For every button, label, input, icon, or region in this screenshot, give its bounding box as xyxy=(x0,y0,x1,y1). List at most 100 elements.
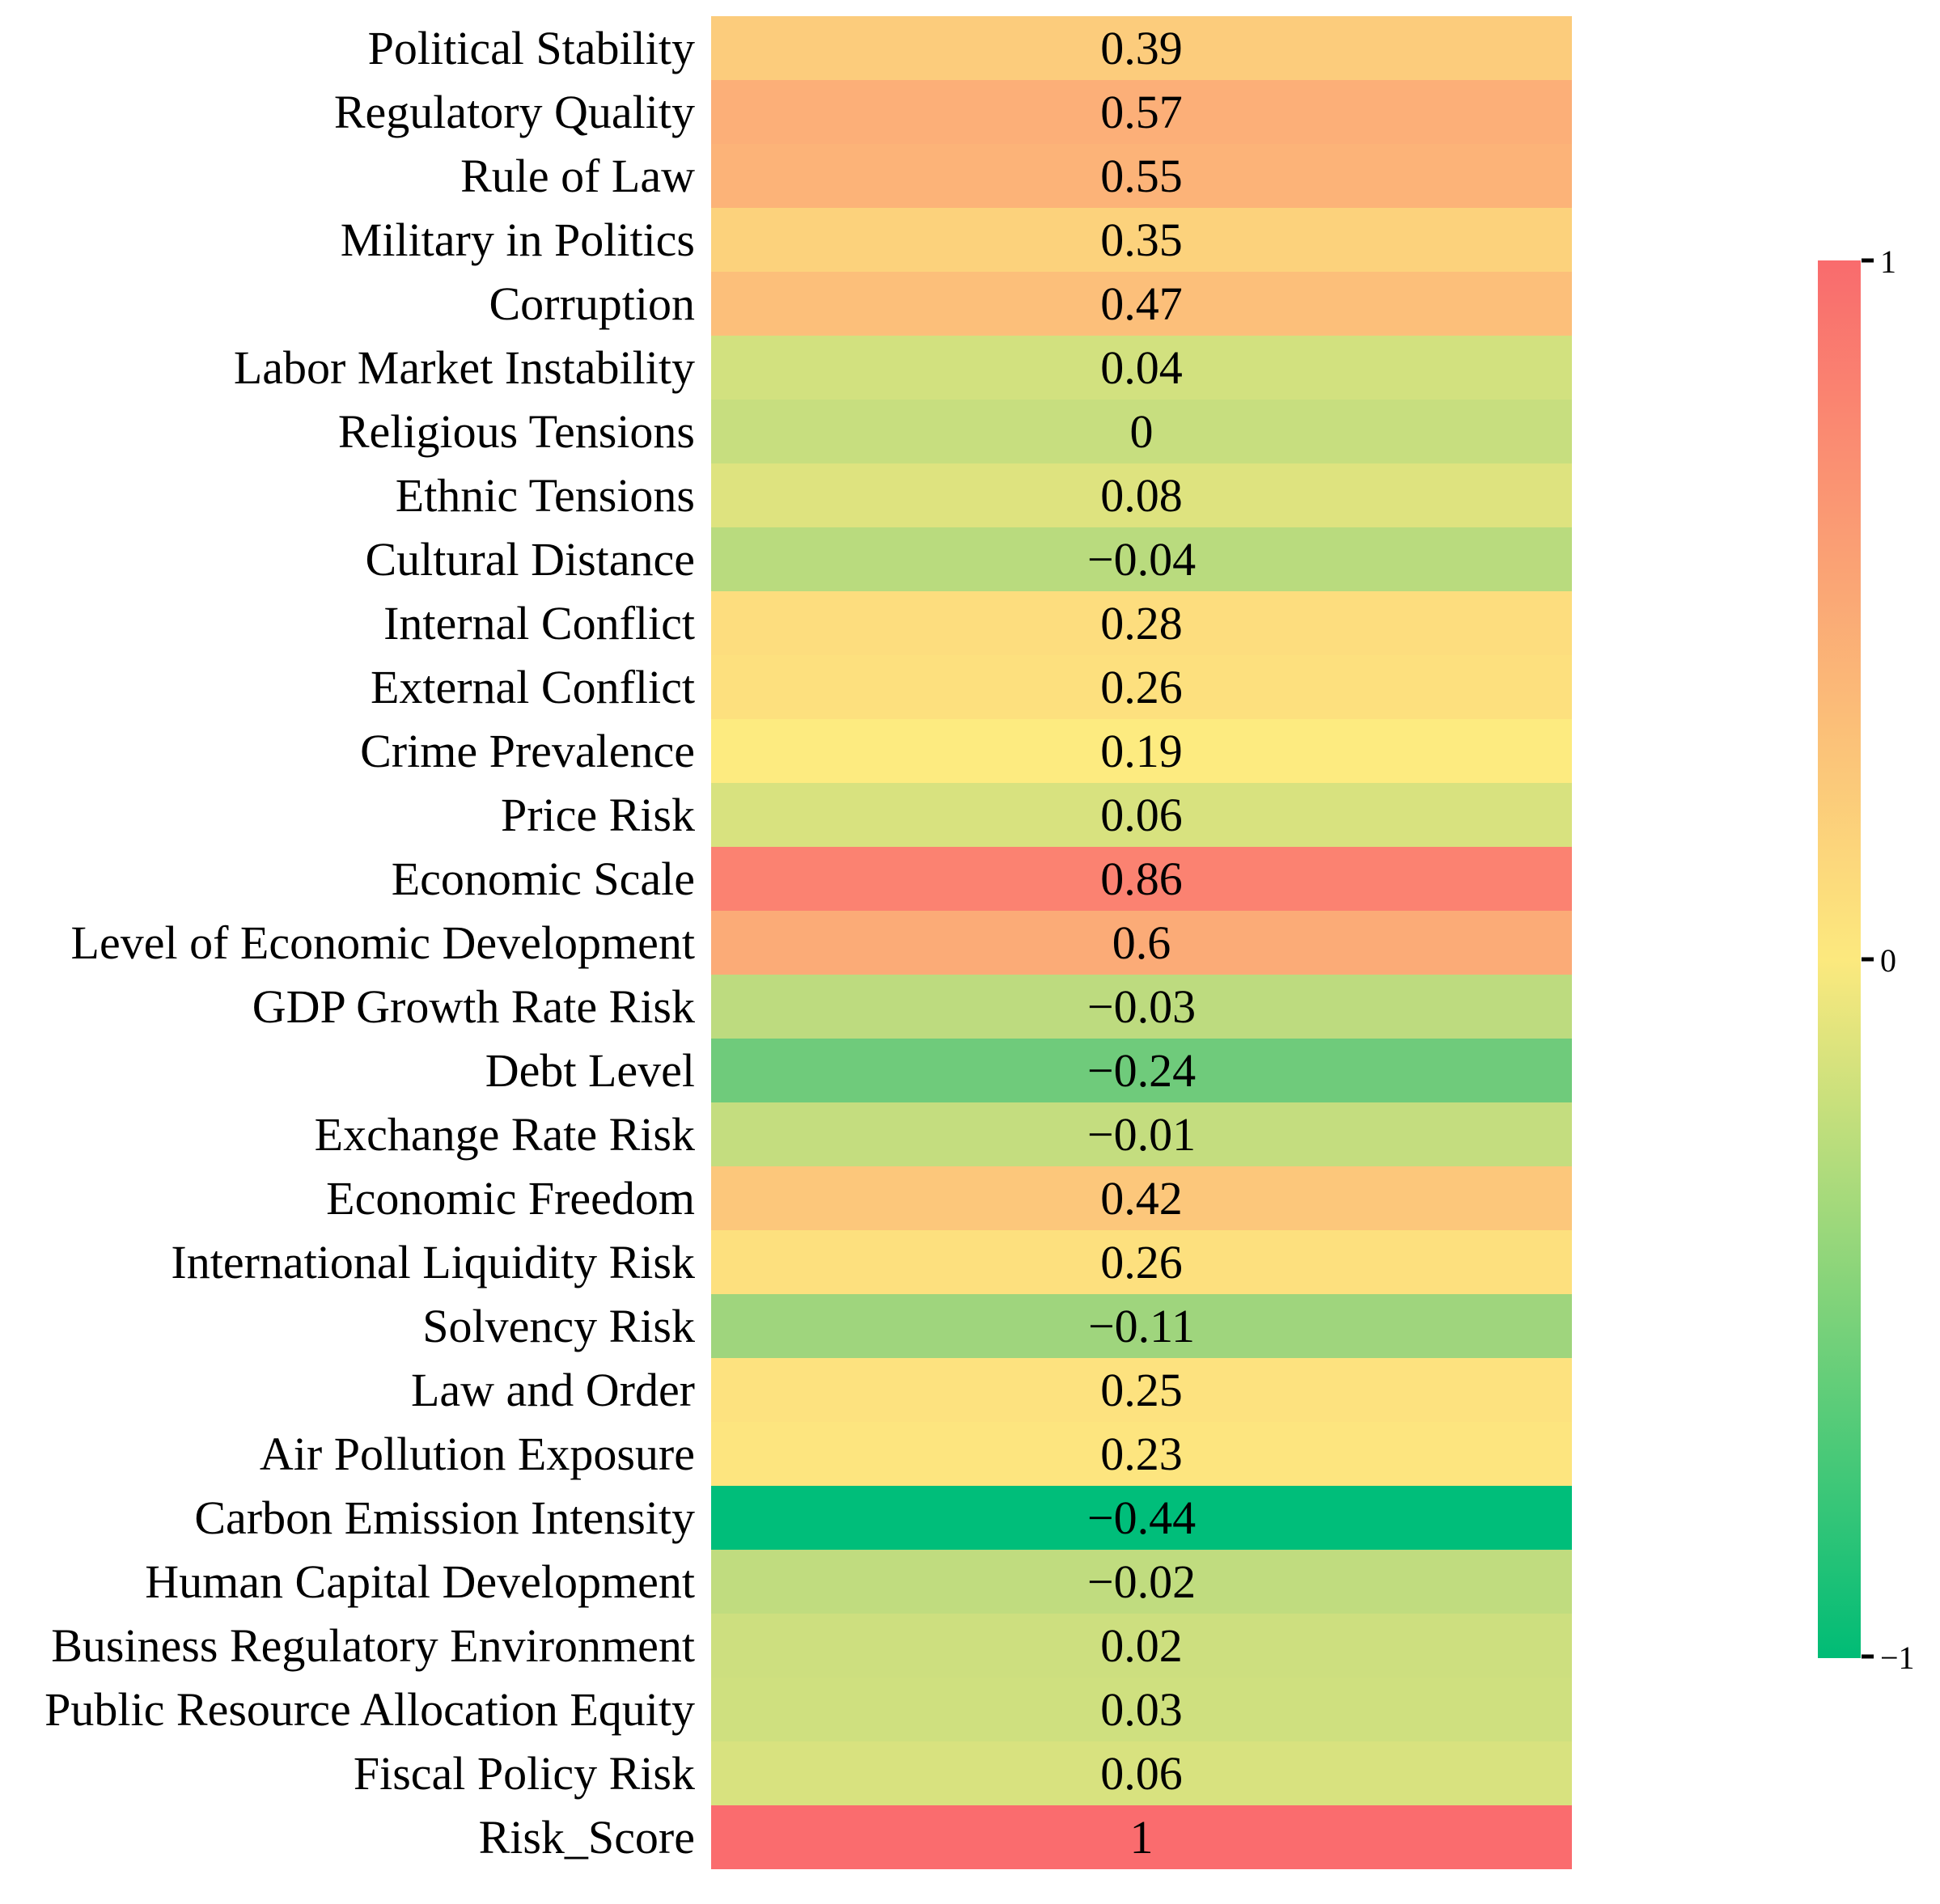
row-label: Regulatory Quality xyxy=(333,86,695,138)
heatmap-row: Business Regulatory Environment 0.02 xyxy=(0,1614,1572,1678)
heatmap-row: Solvency Risk −0.11 xyxy=(0,1294,1572,1358)
row-label: Air Pollution Exposure xyxy=(259,1428,695,1480)
heatmap-row: Military in Politics 0.35 xyxy=(0,208,1572,272)
heatmap-cell: 0.04 xyxy=(711,336,1572,400)
heatmap-row: External Conflict 0.26 xyxy=(0,655,1572,719)
heatmap-row: GDP Growth Rate Risk −0.03 xyxy=(0,975,1572,1039)
heatmap-cell: 0.6 xyxy=(711,911,1572,975)
heatmap-cell: 0.26 xyxy=(711,1230,1572,1294)
cell-value: 0.06 xyxy=(1100,789,1183,841)
heatmap-cell: 0.47 xyxy=(711,272,1572,336)
row-label: Religious Tensions xyxy=(337,405,695,458)
heatmap-cell: 0.39 xyxy=(711,16,1572,80)
heatmap-row: Ethnic Tensions 0.08 xyxy=(0,463,1572,527)
cell-value: 0.08 xyxy=(1100,469,1183,522)
cell-value: −0.03 xyxy=(1086,980,1197,1033)
heatmap-cell: 0.35 xyxy=(711,208,1572,272)
cell-value: 0.06 xyxy=(1100,1747,1183,1800)
row-label: Risk_Score xyxy=(478,1811,695,1864)
heatmap-row: Regulatory Quality 0.57 xyxy=(0,80,1572,144)
cell-value: −0.04 xyxy=(1086,533,1197,586)
heatmap-row: Air Pollution Exposure 0.23 xyxy=(0,1422,1572,1486)
row-label: Business Regulatory Environment xyxy=(51,1619,695,1672)
cell-value: 0.26 xyxy=(1100,1236,1183,1288)
heatmap-row: Price Risk 0.06 xyxy=(0,783,1572,847)
heatmap-cell: 0.57 xyxy=(711,80,1572,144)
heatmap-cell: 0.25 xyxy=(711,1358,1572,1422)
heatmap-row: Risk_Score 1 xyxy=(0,1805,1572,1869)
cell-value: 0.02 xyxy=(1100,1619,1183,1672)
heatmap-row: Human Capital Development −0.02 xyxy=(0,1550,1572,1614)
cell-value: 0.39 xyxy=(1100,22,1183,74)
heatmap-cell: −0.02 xyxy=(711,1550,1572,1614)
cell-value: 0.35 xyxy=(1100,214,1183,266)
heatmap-cell: 0.06 xyxy=(711,1741,1572,1805)
cell-value: 0.23 xyxy=(1100,1428,1183,1480)
cell-value: 0.04 xyxy=(1100,341,1183,394)
row-label: Rule of Law xyxy=(460,150,695,202)
heatmap-cell: 0.02 xyxy=(711,1614,1572,1678)
cell-value: 0.26 xyxy=(1100,661,1183,713)
cell-value: −0.44 xyxy=(1086,1491,1197,1544)
colorbar-tick-min xyxy=(1862,1654,1874,1659)
row-label: Public Resource Allocation Equity xyxy=(44,1683,695,1736)
cell-value: −0.24 xyxy=(1086,1044,1197,1097)
heatmap-rows: Political Stability 0.39 Regulatory Qualit… xyxy=(0,16,1572,1869)
cell-value: 0.55 xyxy=(1100,150,1183,202)
heatmap-row: Economic Scale 0.86 xyxy=(0,847,1572,911)
colorbar-tick-label-min: −1 xyxy=(1880,1640,1915,1676)
heatmap-cell: 0.26 xyxy=(711,655,1572,719)
row-label: Law and Order xyxy=(410,1364,695,1416)
row-label: Fiscal Policy Risk xyxy=(353,1747,695,1800)
colorbar-tick-max xyxy=(1862,258,1874,263)
heatmap-row: Level of Economic Development 0.6 xyxy=(0,911,1572,975)
heatmap-cell: −0.11 xyxy=(711,1294,1572,1358)
heatmap-cell: 0.08 xyxy=(711,463,1572,527)
row-label: Corruption xyxy=(489,277,695,330)
cell-value: −0.01 xyxy=(1086,1108,1197,1161)
heatmap-cell: 1 xyxy=(711,1805,1572,1869)
colorbar-tick-mid xyxy=(1862,957,1874,962)
heatmap-row: Corruption 0.47 xyxy=(0,272,1572,336)
heatmap-row: Carbon Emission Intensity −0.44 xyxy=(0,1486,1572,1550)
heatmap-cell: −0.01 xyxy=(711,1102,1572,1166)
cell-value: 0 xyxy=(1129,405,1154,458)
row-label: Political Stability xyxy=(367,22,695,74)
row-label: Military in Politics xyxy=(340,214,695,266)
heatmap-cell: 0.42 xyxy=(711,1166,1572,1230)
heatmap-cell: 0.19 xyxy=(711,719,1572,783)
cell-value: 0.47 xyxy=(1100,277,1183,330)
heatmap-cell: −0.03 xyxy=(711,975,1572,1039)
heatmap-row: Economic Freedom 0.42 xyxy=(0,1166,1572,1230)
heatmap-cell: −0.24 xyxy=(711,1039,1572,1102)
heatmap-cell: 0.23 xyxy=(711,1422,1572,1486)
colorbar-tick-label-mid: 0 xyxy=(1880,942,1896,979)
cell-value: 0.6 xyxy=(1112,916,1171,969)
row-label: External Conflict xyxy=(370,661,695,713)
heatmap-row: Rule of Law 0.55 xyxy=(0,144,1572,208)
heatmap-row: Political Stability 0.39 xyxy=(0,16,1572,80)
cell-value: 0.57 xyxy=(1100,86,1183,138)
heatmap-cell: 0.55 xyxy=(711,144,1572,208)
row-label: Exchange Rate Risk xyxy=(314,1108,695,1161)
cell-value: 0.25 xyxy=(1100,1364,1183,1416)
heatmap-row: Public Resource Allocation Equity 0.03 xyxy=(0,1678,1572,1741)
cell-value: 0.03 xyxy=(1100,1683,1183,1736)
heatmap-cell: 0.28 xyxy=(711,591,1572,655)
row-label: Labor Market Instability xyxy=(233,341,695,394)
row-label: Level of Economic Development xyxy=(70,916,695,969)
heatmap-row: Debt Level −0.24 xyxy=(0,1039,1572,1102)
heatmap-cell: −0.44 xyxy=(711,1486,1572,1550)
cell-value: 0.19 xyxy=(1100,725,1183,777)
cell-value: 0.28 xyxy=(1100,597,1183,649)
cell-value: 1 xyxy=(1129,1811,1154,1864)
heatmap-row: International Liquidity Risk 0.26 xyxy=(0,1230,1572,1294)
cell-value: 0.86 xyxy=(1100,853,1183,905)
heatmap-row: Internal Conflict 0.28 xyxy=(0,591,1572,655)
row-label: Carbon Emission Intensity xyxy=(194,1491,695,1544)
row-label: Economic Freedom xyxy=(326,1172,695,1225)
row-label: Internal Conflict xyxy=(383,597,695,649)
row-label: Price Risk xyxy=(500,789,695,841)
heatmap-row: Fiscal Policy Risk 0.06 xyxy=(0,1741,1572,1805)
